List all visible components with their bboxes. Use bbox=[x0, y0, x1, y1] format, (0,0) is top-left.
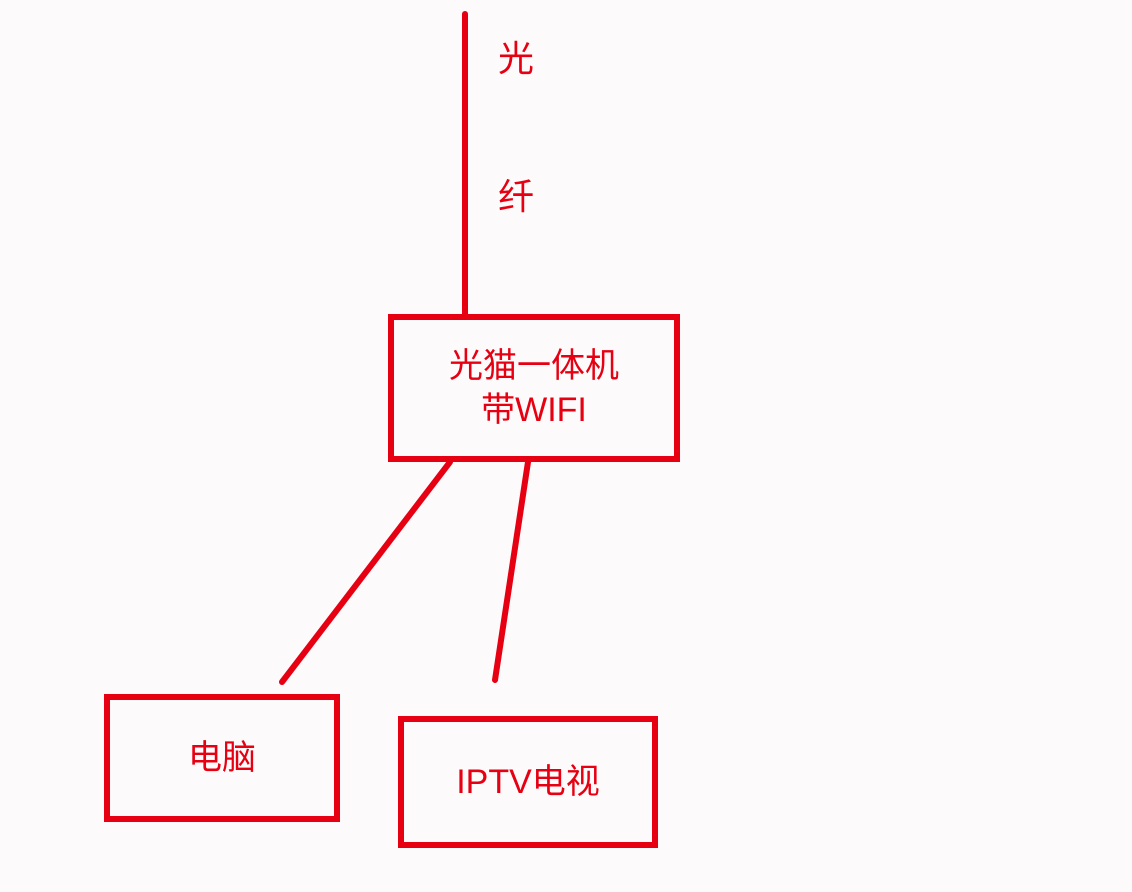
node-pc-label: 电脑 bbox=[188, 736, 256, 780]
node-iptv-label: IPTV电视 bbox=[456, 760, 600, 804]
edge-modem-to-iptv bbox=[495, 462, 528, 680]
node-iptv: IPTV电视 bbox=[398, 716, 658, 848]
fiber-label-1: 光 bbox=[498, 30, 534, 82]
node-modem-label: 光猫一体机 带WIFI bbox=[449, 344, 619, 432]
edge-modem-to-pc bbox=[282, 462, 450, 682]
network-diagram: 光猫一体机 带WIFI 电脑 IPTV电视 光 纤 bbox=[0, 0, 1132, 892]
node-pc: 电脑 bbox=[104, 694, 340, 822]
node-modem: 光猫一体机 带WIFI bbox=[388, 314, 680, 462]
fiber-label-2: 纤 bbox=[498, 168, 534, 220]
